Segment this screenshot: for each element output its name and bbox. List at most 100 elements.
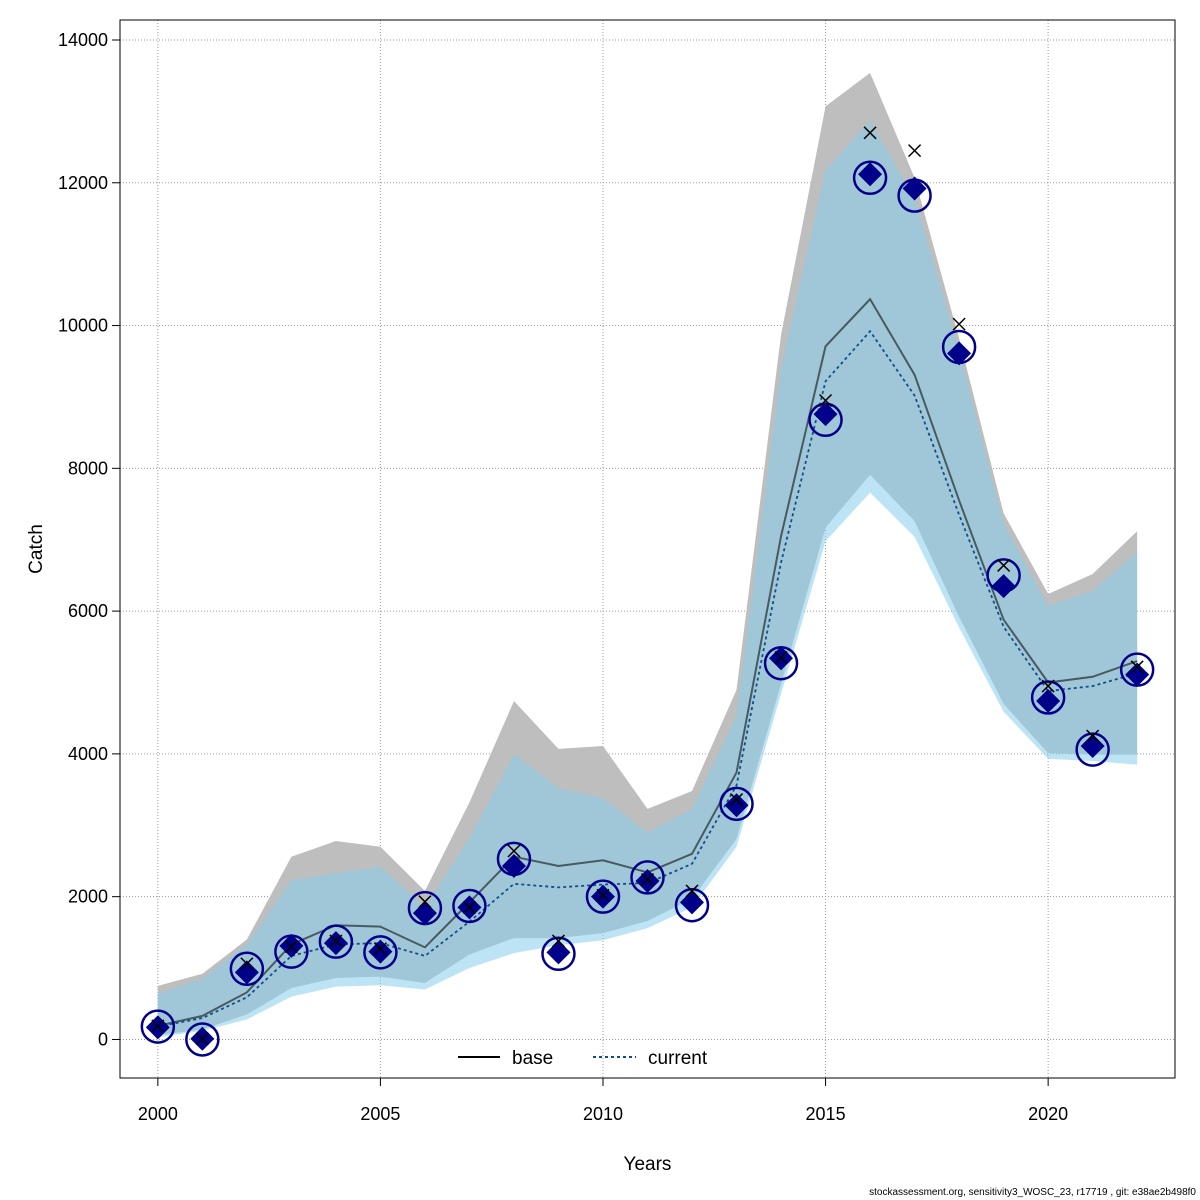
cross-stroke (1041, 679, 1055, 693)
expected-point-current (590, 884, 615, 909)
y-tick-label: 14000 (58, 30, 108, 50)
grid (120, 20, 1175, 1078)
observed-point (185, 1022, 220, 1057)
footer-credit: stockassessment.org, sensitivity3_WOSC_2… (869, 1187, 1196, 1198)
observed-point (541, 936, 576, 972)
x-tick-label: 2005 (360, 1104, 400, 1124)
y-tick-label: 8000 (68, 458, 108, 478)
expected-point-base (774, 650, 788, 665)
cross-stroke (774, 650, 788, 665)
observed-point (363, 935, 398, 970)
x-tick-label: 2010 (583, 1104, 623, 1124)
expected-point-base (819, 393, 833, 408)
expected-point-base (685, 884, 699, 898)
observed-point (229, 951, 265, 987)
cross-stroke (1086, 729, 1100, 743)
observed-point (1030, 680, 1066, 715)
x-tick-label: 2020 (1028, 1104, 1068, 1124)
cross-stroke (418, 895, 432, 909)
expected-point-current (858, 162, 883, 187)
confidence-bands (157, 72, 1138, 1038)
axes: 2000 2005 2010 2015 2020 0 2000 4000 6000 8000 100… (58, 30, 1068, 1124)
cross-stroke (863, 126, 877, 140)
expected-point-current (368, 939, 393, 964)
expected-point-base (418, 895, 432, 909)
observed-point (1075, 732, 1110, 767)
cross-stroke (195, 1032, 209, 1046)
cross-stroke (284, 940, 298, 954)
y-tick-label: 12000 (58, 173, 108, 193)
expected-point-base (507, 844, 521, 858)
expected-point-base (1130, 660, 1144, 674)
observed-point (318, 924, 354, 959)
cross-stroke (596, 888, 610, 902)
cross-stroke (997, 558, 1011, 572)
expected-point-base (151, 1019, 165, 1033)
cross-stroke (819, 393, 833, 408)
data-markers (140, 126, 1155, 1057)
observed-point (852, 160, 888, 196)
expected-point-base (952, 317, 966, 331)
legend: base current (458, 1048, 708, 1069)
expected-point-base (329, 934, 343, 948)
expected-point-base (596, 888, 610, 902)
expected-point-current (724, 793, 749, 818)
expected-point-current (1036, 689, 1061, 714)
expected-point-base (240, 957, 254, 971)
expected-point-base (284, 940, 298, 954)
expected-point-base (195, 1032, 209, 1046)
expected-point-current (991, 574, 1016, 599)
legend-label-base: base (512, 1048, 553, 1069)
observed-point (140, 1009, 176, 1044)
expected-point-current (1080, 734, 1105, 759)
x-tick-label: 2000 (138, 1104, 178, 1124)
expected-point-base (1041, 679, 1055, 693)
expected-point-current (635, 868, 660, 893)
y-tick-label: 4000 (68, 744, 108, 764)
observed-point (585, 879, 621, 914)
observed-point (630, 860, 665, 895)
expected-point-base (640, 873, 655, 887)
x-tick-label: 2015 (806, 1104, 846, 1124)
cross-stroke (729, 793, 744, 807)
y-tick-label: 6000 (68, 601, 108, 621)
y-tick-label: 0 (98, 1029, 108, 1049)
expected-point-base (997, 558, 1011, 572)
cross-stroke (240, 957, 254, 971)
cross-stroke (685, 884, 699, 898)
y-tick-label: 2000 (68, 887, 108, 907)
expected-point-current (145, 1015, 170, 1040)
expected-point-current (1125, 662, 1150, 687)
cross-stroke (507, 844, 521, 858)
cross-stroke (952, 317, 966, 331)
observed-point (452, 888, 487, 924)
cross-stroke (551, 934, 566, 948)
cross-stroke (1130, 660, 1144, 674)
expected-point-current (902, 176, 927, 201)
expected-point-base (373, 942, 387, 956)
expected-point-current (323, 931, 348, 956)
cross-stroke (462, 900, 476, 914)
cross-stroke (908, 144, 922, 158)
expected-point-base (1086, 729, 1100, 743)
confidence-band-current (157, 120, 1138, 1038)
expected-point-base (551, 934, 566, 948)
legend-label-current: current (648, 1048, 708, 1069)
expected-point-base (462, 900, 476, 914)
y-axis-title: Catch (26, 524, 47, 574)
expected-point-current (947, 341, 972, 366)
cross-stroke (151, 1019, 165, 1033)
y-tick-label: 10000 (58, 316, 108, 336)
x-axis-title: Years (624, 1154, 672, 1175)
expected-point-base (863, 126, 877, 140)
cross-stroke (373, 942, 387, 956)
expected-point-current (813, 402, 838, 427)
expected-point-current (501, 853, 526, 878)
expected-point-base (729, 793, 744, 807)
expected-point-current (234, 960, 259, 985)
observed-point (674, 887, 710, 923)
cross-stroke (329, 934, 343, 948)
observed-point (719, 786, 754, 822)
cross-stroke (640, 873, 655, 887)
